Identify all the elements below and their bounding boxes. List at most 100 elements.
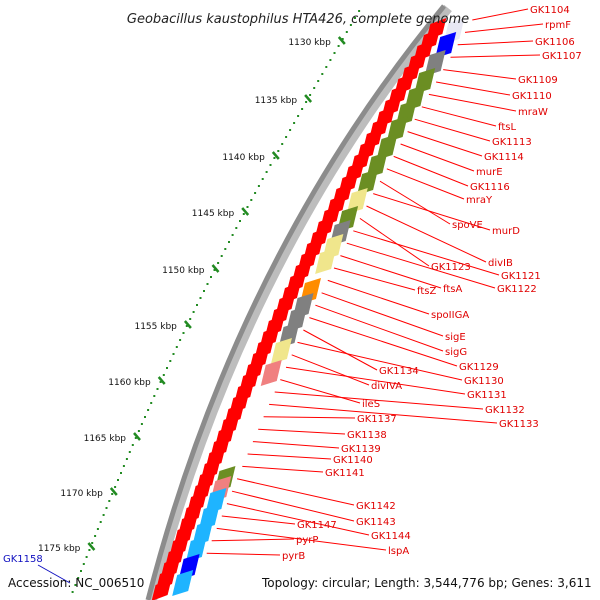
leader-sigg — [315, 304, 444, 352]
gene-block — [386, 116, 408, 142]
gene-block — [435, 32, 457, 58]
ruler-dot — [74, 584, 77, 586]
ruler-dot — [77, 577, 80, 579]
ruler-dot — [250, 199, 253, 201]
ruler-dot — [99, 521, 102, 523]
ruler-dot — [228, 241, 230, 243]
ruler-tick — [271, 151, 280, 160]
leader-gk1139 — [252, 441, 340, 449]
ruler-dot — [206, 283, 209, 285]
accession-text: Accession: NC_006510 — [8, 576, 144, 590]
ruler-dot — [156, 388, 159, 390]
ruler-dot — [114, 486, 117, 488]
ruler-dot — [325, 66, 328, 68]
leader-gk1116 — [393, 155, 469, 187]
gene-label-gk1130: GK1130 — [464, 376, 504, 387]
gene-label-iles: ileS — [362, 399, 380, 410]
gene-label-gk1134: GK1134 — [379, 366, 419, 377]
leader-gk1134 — [303, 329, 378, 371]
gene-label-pyrp: pyrP — [296, 535, 318, 546]
ruler-tick — [87, 542, 96, 551]
leader-divib — [366, 205, 487, 263]
ruler-label-1140-kbp: 1140 kbp — [222, 153, 265, 163]
ruler-tick — [183, 320, 192, 329]
gene-label-pyrb: pyrB — [282, 551, 305, 562]
ruler-dot — [231, 234, 234, 236]
ruler-dot — [111, 493, 114, 495]
ruler-dot — [358, 10, 361, 12]
ruler-dot — [108, 500, 111, 502]
ruler-label-1160-kbp: 1160 kbp — [108, 378, 151, 388]
ruler-dot — [297, 115, 300, 117]
leader-diviva — [291, 354, 370, 386]
gene-label-gk1121: GK1121 — [501, 271, 541, 282]
ruler-dot — [273, 157, 276, 159]
ruler-dot — [220, 255, 223, 257]
ruler-dot — [213, 269, 216, 271]
gene-label-ftsl: ftsL — [498, 122, 516, 133]
ruler-dot — [277, 150, 280, 152]
leader-mure — [400, 143, 475, 172]
ruler-dot — [321, 73, 324, 75]
gene-label-gk1143: GK1143 — [356, 517, 396, 528]
summary-text: Topology: circular; Length: 3,544,776 bp… — [261, 576, 592, 590]
ruler-dot — [305, 101, 308, 103]
leader-spoiiga — [327, 279, 430, 315]
gene-arrow — [151, 579, 172, 600]
ruler-tick — [241, 207, 250, 216]
leader-gk1144 — [226, 503, 370, 536]
ruler-dot — [137, 430, 140, 432]
ruler-tick — [337, 36, 346, 45]
leader-gk1106 — [457, 40, 534, 46]
ruler-label-1150-kbp: 1150 kbp — [162, 266, 205, 276]
ruler-dot — [337, 45, 340, 47]
leader-spove — [379, 180, 451, 225]
gene-block — [172, 570, 194, 596]
gene-label-mure: murE — [476, 167, 503, 178]
ruler-dot — [341, 38, 344, 40]
gene-label-gk1141: GK1141 — [325, 468, 365, 479]
ruler-dot — [210, 276, 212, 278]
gene-labels: GK1104rpmFGK1106GK1107GK1109GK1110mraWft… — [282, 5, 582, 562]
gene-label-gk1106: GK1106 — [535, 37, 575, 48]
ruler-dot — [153, 395, 156, 397]
leader-gk1137 — [263, 416, 356, 419]
ruler-dot — [309, 94, 312, 96]
ruler-dot — [217, 262, 220, 264]
leader-ftsl — [421, 106, 497, 127]
ruler-label-1135-kbp: 1135 kbp — [255, 96, 298, 106]
ruler-dot — [120, 472, 122, 474]
gene-features — [151, 18, 465, 600]
gene-block — [315, 248, 337, 274]
leader-gk1129 — [309, 317, 458, 367]
gene-label-lspa: lspA — [388, 546, 409, 557]
gene-label-mraw: mraW — [518, 107, 548, 118]
ruler-dot — [159, 381, 162, 383]
gene-label-gk1107: GK1107 — [542, 51, 582, 62]
leader-pyrb — [206, 552, 281, 556]
ruler-dot — [179, 339, 182, 341]
ruler-dot — [82, 563, 85, 565]
ruler-dot — [301, 108, 304, 110]
ruler-tick — [304, 94, 313, 103]
gene-block — [346, 188, 368, 214]
leader-pyrp — [211, 538, 295, 542]
leader-gk1104 — [472, 8, 529, 21]
ruler-dot — [117, 479, 119, 481]
ruler-dot — [80, 570, 82, 572]
leader-gk1142 — [236, 478, 355, 506]
ruler-label-1130-kbp: 1130 kbp — [288, 38, 331, 48]
ruler-dot — [189, 318, 192, 320]
ruler-dot — [172, 353, 175, 355]
gene-label-diviva: divIVA — [371, 381, 402, 392]
ruler-dot — [125, 458, 128, 460]
gene-label-spove: spoVE — [452, 220, 483, 231]
ruler-dot — [196, 304, 198, 306]
gene-label-gk1137: GK1137 — [357, 414, 397, 425]
ruler-label-1170-kbp: 1170 kbp — [60, 489, 103, 499]
gene-label-gk1104: GK1104 — [530, 5, 570, 16]
genome-backbone — [145, 4, 452, 600]
ruler-dot — [91, 542, 94, 544]
leader-rpmf — [464, 23, 544, 33]
ruler-label-1145-kbp: 1145 kbp — [192, 209, 235, 219]
